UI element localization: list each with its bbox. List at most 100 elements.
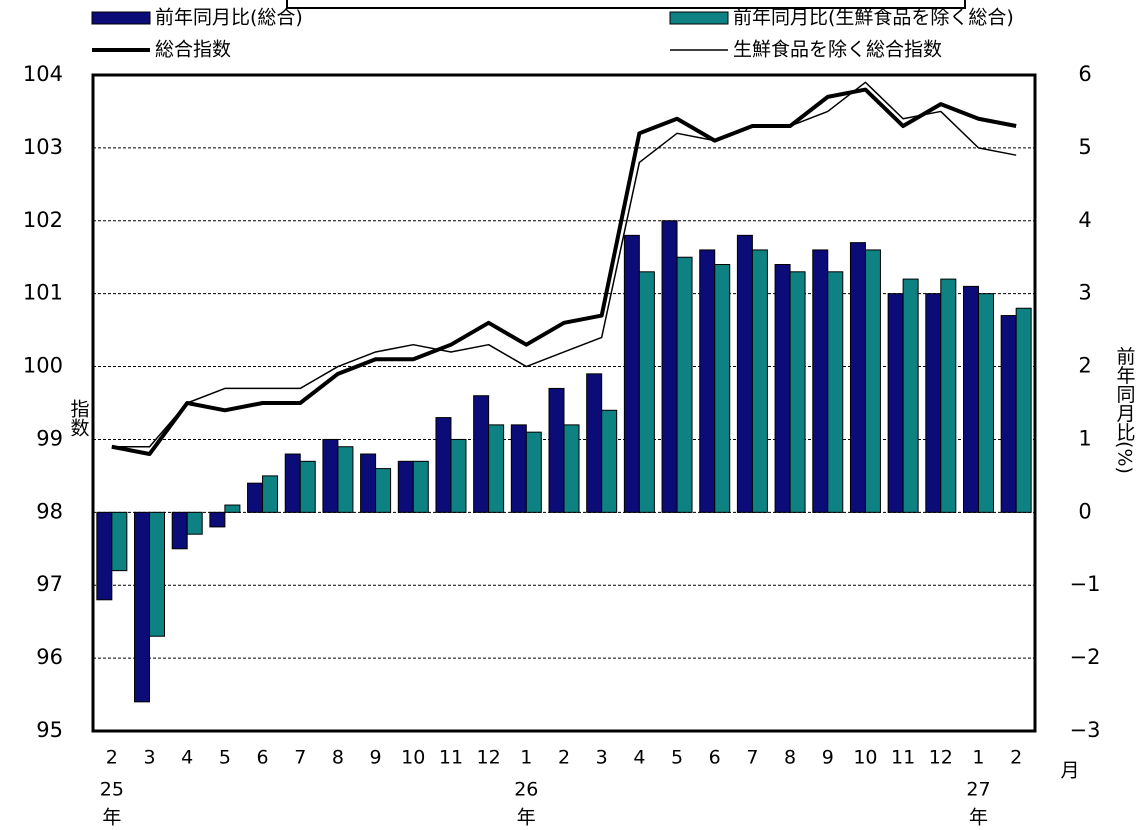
y-tick-label: 95 bbox=[36, 718, 63, 742]
bar bbox=[337, 446, 354, 513]
bar bbox=[375, 468, 392, 513]
bar bbox=[247, 482, 264, 513]
x-tick-label: 7 bbox=[746, 747, 758, 769]
bar bbox=[299, 460, 316, 513]
x-tick-label: 4 bbox=[181, 747, 193, 769]
bar bbox=[736, 234, 753, 513]
x-tick-label: 9 bbox=[822, 747, 834, 769]
x-tick-label: 9 bbox=[370, 747, 382, 769]
line bbox=[111, 87, 1017, 457]
bar bbox=[586, 373, 603, 513]
y-tick-label: 97 bbox=[36, 572, 63, 596]
bar bbox=[473, 395, 490, 513]
title-box bbox=[286, 0, 966, 9]
bar bbox=[262, 475, 279, 513]
bar bbox=[525, 431, 542, 513]
x-tick-label: 1 bbox=[520, 747, 532, 769]
y-tick-label: 99 bbox=[36, 426, 63, 450]
bar bbox=[812, 249, 829, 513]
y2-tick-label: −2 bbox=[1070, 645, 1101, 669]
x-tick-label: 5 bbox=[671, 747, 683, 769]
y2-axis-label: 前年同月比(%) bbox=[1114, 346, 1136, 474]
x-tick-label: 10 bbox=[853, 747, 877, 769]
x-year-label: 25 bbox=[100, 779, 124, 801]
bar bbox=[962, 285, 979, 513]
bar bbox=[397, 460, 414, 513]
plot-frame bbox=[91, 73, 1037, 733]
x-tick-label: 7 bbox=[294, 747, 306, 769]
bar bbox=[864, 249, 881, 513]
y-axis-label: 指数 bbox=[68, 399, 90, 437]
x-tick-label: 4 bbox=[633, 747, 645, 769]
bar bbox=[623, 234, 640, 513]
bar bbox=[96, 511, 113, 601]
x-tick-label: 5 bbox=[219, 747, 231, 769]
x-tick-label: 12 bbox=[929, 747, 953, 769]
y2-tick-label: −3 bbox=[1070, 718, 1101, 742]
x-year-label: 27 bbox=[966, 779, 990, 801]
legend-label: 前年同月比(生鮮食品を除く総合) bbox=[733, 7, 1014, 29]
legend-label: 総合指数 bbox=[155, 39, 231, 61]
bar bbox=[488, 424, 505, 513]
bar bbox=[149, 511, 166, 637]
bar bbox=[774, 264, 791, 513]
x-tick-label: 6 bbox=[257, 747, 269, 769]
x-tick-label: 1 bbox=[972, 747, 984, 769]
y-tick-label: 98 bbox=[36, 499, 63, 523]
bar bbox=[887, 293, 904, 513]
x-tick-label: 11 bbox=[439, 747, 463, 769]
bar bbox=[1015, 307, 1032, 513]
y2-tick-label: 1 bbox=[1078, 426, 1091, 450]
bar bbox=[751, 249, 768, 513]
bar bbox=[661, 220, 678, 513]
bar bbox=[186, 511, 203, 535]
legend-swatch bbox=[91, 11, 151, 25]
bar bbox=[450, 438, 467, 513]
x-year-label: 26 bbox=[514, 779, 538, 801]
y-tick-label: 102 bbox=[23, 208, 63, 232]
x-tick-label: 6 bbox=[709, 747, 721, 769]
x-tick-label: 2 bbox=[1010, 747, 1022, 769]
bar bbox=[676, 256, 693, 513]
bar bbox=[940, 278, 957, 513]
y-tick-label: 96 bbox=[36, 645, 63, 669]
bar bbox=[789, 271, 806, 513]
x-year-unit: 年 bbox=[102, 807, 121, 829]
y-tick-label: 104 bbox=[23, 62, 63, 86]
bar bbox=[601, 409, 618, 513]
bar bbox=[699, 249, 716, 513]
x-tick-label: 3 bbox=[143, 747, 155, 769]
bar bbox=[209, 511, 226, 528]
y2-tick-label: 4 bbox=[1078, 208, 1091, 232]
x-unit: 月 bbox=[1060, 760, 1079, 782]
bar bbox=[435, 417, 452, 513]
x-year-unit: 年 bbox=[517, 807, 536, 829]
bar bbox=[563, 424, 580, 513]
bar bbox=[412, 460, 429, 513]
bar bbox=[360, 453, 377, 513]
line bbox=[111, 81, 1017, 448]
y-tick-label: 101 bbox=[23, 281, 63, 305]
legend-swatch bbox=[669, 11, 729, 25]
bar bbox=[638, 271, 655, 513]
x-tick-label: 8 bbox=[332, 747, 344, 769]
bar bbox=[322, 438, 339, 513]
bar bbox=[902, 278, 919, 513]
y2-tick-label: 0 bbox=[1078, 499, 1091, 523]
bar bbox=[714, 264, 731, 513]
x-tick-label: 8 bbox=[784, 747, 796, 769]
y2-tick-label: 2 bbox=[1078, 354, 1091, 378]
y-tick-label: 103 bbox=[23, 135, 63, 159]
bar bbox=[134, 511, 151, 703]
bar bbox=[284, 453, 301, 513]
bar bbox=[827, 271, 844, 513]
bar bbox=[548, 387, 565, 513]
x-tick-label: 2 bbox=[106, 747, 118, 769]
y2-tick-label: 6 bbox=[1078, 62, 1091, 86]
x-tick-label: 3 bbox=[596, 747, 608, 769]
bar bbox=[977, 293, 994, 513]
bar bbox=[510, 424, 527, 513]
bar bbox=[171, 511, 188, 550]
bar bbox=[849, 242, 866, 513]
